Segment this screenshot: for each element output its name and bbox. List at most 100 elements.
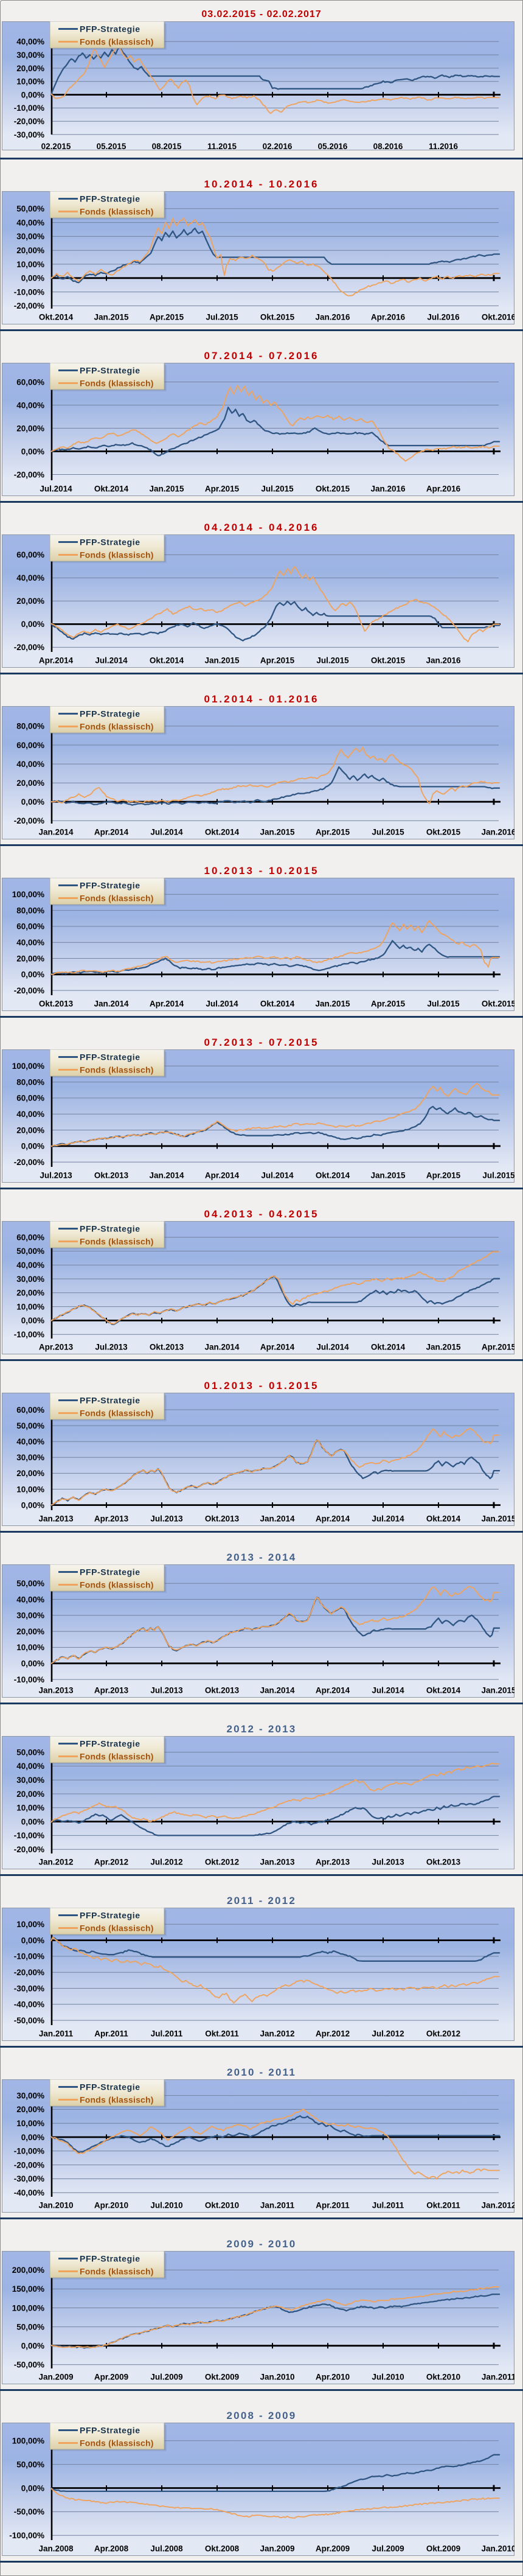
svg-text:Jul.2010: Jul.2010 <box>150 2201 182 2210</box>
svg-text:10,00%: 10,00% <box>16 1920 44 1929</box>
svg-text:Apr.2014: Apr.2014 <box>94 828 129 837</box>
svg-text:Fonds (klassisch): Fonds (klassisch) <box>80 1752 154 1762</box>
svg-text:60,00%: 60,00% <box>16 377 44 387</box>
svg-text:Jan.2012: Jan.2012 <box>38 1858 73 1867</box>
svg-text:20,00%: 20,00% <box>16 424 44 433</box>
svg-text:Jan.2015: Jan.2015 <box>149 485 184 494</box>
svg-text:10,00%: 10,00% <box>16 260 44 269</box>
svg-text:60,00%: 60,00% <box>16 1233 44 1242</box>
svg-text:Jan.2010: Jan.2010 <box>38 2201 73 2210</box>
svg-text:Jan.2015: Jan.2015 <box>315 999 350 1009</box>
svg-text:40,00%: 40,00% <box>16 1595 44 1604</box>
svg-text:Jan.2010: Jan.2010 <box>260 2373 294 2382</box>
svg-text:Jul.2008: Jul.2008 <box>150 2544 183 2553</box>
svg-text:Apr.2014: Apr.2014 <box>150 999 184 1009</box>
svg-text:Okt.2009: Okt.2009 <box>426 2544 460 2553</box>
svg-text:40,00%: 40,00% <box>16 37 44 46</box>
svg-text:Fonds (klassisch): Fonds (klassisch) <box>80 1237 154 1247</box>
svg-text:Fonds (klassisch): Fonds (klassisch) <box>80 894 154 903</box>
svg-text:Okt.2014: Okt.2014 <box>426 1514 461 1524</box>
svg-text:Jul.2012: Jul.2012 <box>372 2029 404 2039</box>
svg-text:Okt.2013: Okt.2013 <box>205 1514 240 1524</box>
svg-text:Fonds (klassisch): Fonds (klassisch) <box>80 379 154 388</box>
svg-text:Jul.2015: Jul.2015 <box>261 485 294 494</box>
svg-text:Fonds (klassisch): Fonds (klassisch) <box>80 1409 154 1418</box>
svg-text:40,00%: 40,00% <box>16 401 44 410</box>
svg-text:-40,00%: -40,00% <box>14 2000 44 2009</box>
svg-text:0,00%: 0,00% <box>21 1500 44 1510</box>
svg-text:-10,00%: -10,00% <box>14 103 44 113</box>
svg-text:Apr.2013: Apr.2013 <box>39 1343 74 1352</box>
svg-text:Jul.2014: Jul.2014 <box>316 1343 349 1352</box>
svg-text:-10,00%: -10,00% <box>14 1831 44 1840</box>
svg-text:Jul.2010: Jul.2010 <box>372 2373 404 2382</box>
svg-text:0,00%: 0,00% <box>21 2342 44 2351</box>
svg-text:Fonds (klassisch): Fonds (klassisch) <box>80 1923 154 1933</box>
svg-text:Okt.2009: Okt.2009 <box>205 2373 239 2382</box>
svg-text:Jan.2013: Jan.2013 <box>38 1514 74 1524</box>
svg-text:Jan.2015: Jan.2015 <box>204 656 240 665</box>
svg-text:Jan.2010: Jan.2010 <box>481 2544 514 2553</box>
svg-text:-100,00%: -100,00% <box>9 2531 44 2540</box>
svg-text:0,00%: 0,00% <box>21 274 44 283</box>
svg-text:Okt.2013: Okt.2013 <box>205 1686 240 1695</box>
svg-text:Jul.2009: Jul.2009 <box>372 2544 404 2553</box>
svg-text:0,00%: 0,00% <box>21 797 44 807</box>
svg-text:Okt.2015: Okt.2015 <box>371 656 406 665</box>
svg-text:Apr.2010: Apr.2010 <box>316 2373 350 2382</box>
svg-text:-30,00%: -30,00% <box>14 1984 44 1993</box>
svg-text:Okt.2014: Okt.2014 <box>150 656 184 665</box>
svg-text:Okt.2014: Okt.2014 <box>426 1686 461 1695</box>
svg-text:11.2016: 11.2016 <box>429 142 459 150</box>
svg-text:Apr.2015: Apr.2015 <box>316 828 350 837</box>
svg-text:Okt.2012: Okt.2012 <box>426 2029 460 2039</box>
svg-text:Fonds (klassisch): Fonds (klassisch) <box>80 1065 154 1075</box>
svg-text:Okt.2014: Okt.2014 <box>371 1343 406 1352</box>
svg-text:-20,00%: -20,00% <box>14 986 44 995</box>
svg-text:40,00%: 40,00% <box>16 1110 44 1119</box>
svg-text:0,00%: 0,00% <box>21 447 44 456</box>
svg-text:Jan.2011: Jan.2011 <box>39 2029 74 2039</box>
svg-text:Jul.2014: Jul.2014 <box>206 999 238 1009</box>
svg-text:60,00%: 60,00% <box>16 550 44 559</box>
svg-text:Jul.2014: Jul.2014 <box>372 1686 404 1695</box>
svg-text:50,00%: 50,00% <box>16 1421 44 1430</box>
svg-text:Fonds (klassisch): Fonds (klassisch) <box>80 722 154 732</box>
svg-text:Jan.2014: Jan.2014 <box>260 1686 295 1695</box>
svg-text:10,00%: 10,00% <box>16 1302 44 1311</box>
svg-text:30,00%: 30,00% <box>16 1611 44 1620</box>
svg-text:Jul.2012: Jul.2012 <box>150 1858 182 1867</box>
svg-text:Apr.2014: Apr.2014 <box>205 1171 240 1180</box>
svg-text:Jan.2009: Jan.2009 <box>38 2373 73 2382</box>
svg-text:Apr.2012: Apr.2012 <box>94 1858 128 1867</box>
svg-text:30,00%: 30,00% <box>16 1275 44 1284</box>
svg-text:Apr.2013: Apr.2013 <box>316 1858 350 1867</box>
svg-text:Jan.2016: Jan.2016 <box>315 313 350 322</box>
svg-text:Apr.2009: Apr.2009 <box>316 2544 350 2553</box>
svg-text:150,00%: 150,00% <box>12 2284 44 2294</box>
svg-text:Jul.2015: Jul.2015 <box>206 313 238 322</box>
svg-text:Okt.2014: Okt.2014 <box>94 485 129 494</box>
svg-text:Jan.2015: Jan.2015 <box>481 1686 514 1695</box>
svg-text:08.2015: 08.2015 <box>152 142 182 150</box>
svg-text:Jan.2014: Jan.2014 <box>204 1343 240 1352</box>
svg-text:PFP-Strategie: PFP-Strategie <box>80 709 140 719</box>
svg-text:Okt.2014: Okt.2014 <box>205 828 240 837</box>
svg-text:Jul.2013: Jul.2013 <box>150 1686 183 1695</box>
svg-text:Apr.2016: Apr.2016 <box>426 485 461 494</box>
svg-text:Fonds (klassisch): Fonds (klassisch) <box>80 2267 154 2277</box>
svg-text:Okt.2015: Okt.2015 <box>316 485 350 494</box>
svg-text:40,00%: 40,00% <box>16 1261 44 1270</box>
svg-text:Jul.2014: Jul.2014 <box>372 1514 404 1524</box>
svg-text:20,00%: 20,00% <box>16 597 44 606</box>
svg-text:PFP-Strategie: PFP-Strategie <box>80 2426 140 2435</box>
svg-text:50,00%: 50,00% <box>16 1247 44 1256</box>
svg-text:PFP-Strategie: PFP-Strategie <box>80 24 140 34</box>
svg-text:Jul.2014: Jul.2014 <box>261 1171 294 1180</box>
svg-text:-20,00%: -20,00% <box>14 117 44 126</box>
svg-text:10,00%: 10,00% <box>16 77 44 86</box>
svg-text:-50,00%: -50,00% <box>14 2016 44 2025</box>
svg-text:Apr.2011: Apr.2011 <box>316 2201 350 2210</box>
svg-text:Jan.2015: Jan.2015 <box>370 1171 406 1180</box>
svg-text:Jul.2013: Jul.2013 <box>40 1171 72 1180</box>
